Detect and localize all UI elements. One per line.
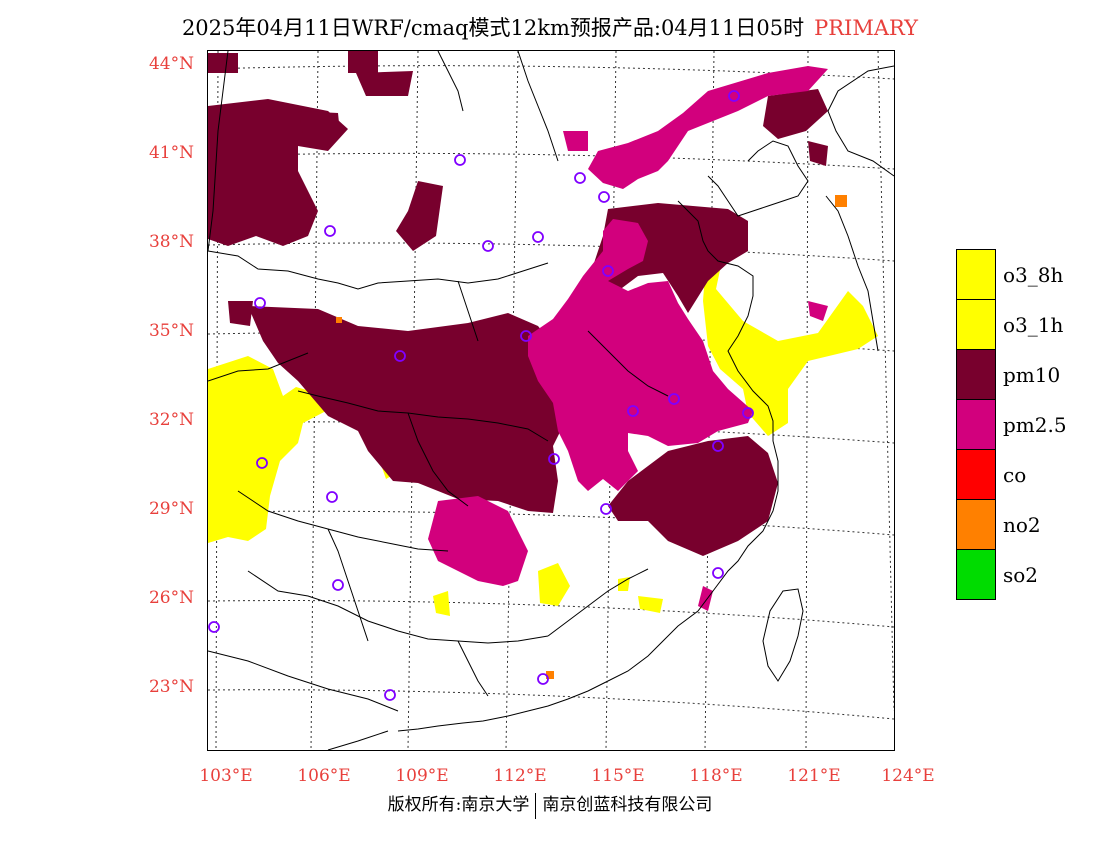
map-title: 2025年04月11日WRF/cmaq模式12km预报产品:04月11日05时 P… xyxy=(0,12,1100,42)
pollution-map xyxy=(208,51,894,750)
boundary-lines xyxy=(208,51,894,750)
primary-tag: PRIMARY xyxy=(814,16,919,40)
legend-label: o3_1h xyxy=(1003,313,1064,337)
lon-label-112e: 112°E xyxy=(493,766,547,786)
company-text: 南京创蓝科技有限公司 xyxy=(542,795,713,815)
legend-label: pm10 xyxy=(1003,363,1061,387)
pm10-area xyxy=(208,51,828,556)
lat-label-26n: 26°N xyxy=(148,588,194,608)
lat-label-29n: 29°N xyxy=(148,499,194,519)
pm25-area xyxy=(428,66,828,611)
lon-label-124e: 124°E xyxy=(881,766,935,786)
legend-label: so2 xyxy=(1003,563,1039,587)
title-text: 2025年04月11日WRF/cmaq模式12km预报产品:04月11日05时 xyxy=(181,16,805,40)
legend-swatch xyxy=(956,399,996,450)
no2-spots xyxy=(336,195,847,679)
lon-label-118e: 118°E xyxy=(689,766,743,786)
copyright-text: 版权所有:南京大学 xyxy=(387,795,530,815)
lon-label-115e: 115°E xyxy=(591,766,645,786)
legend-swatch xyxy=(956,449,996,500)
lon-label-106e: 106°E xyxy=(297,766,351,786)
legend-label: co xyxy=(1003,463,1027,487)
lon-label-109e: 109°E xyxy=(395,766,449,786)
map-panel xyxy=(207,50,895,751)
footer-divider xyxy=(535,792,537,819)
legend-label: o3_8h xyxy=(1003,263,1064,287)
legend-swatch xyxy=(956,349,996,400)
legend-label: pm2.5 xyxy=(1003,413,1067,437)
lat-label-41n: 41°N xyxy=(148,143,194,163)
copyright-footer: 版权所有:南京大学 南京创蓝科技有限公司 xyxy=(0,790,1100,819)
legend-swatch xyxy=(956,249,996,300)
lat-label-44n: 44°N xyxy=(148,54,194,74)
station-markers xyxy=(208,90,754,701)
legend-swatch xyxy=(956,299,996,350)
legend-swatch xyxy=(956,499,996,550)
lon-label-103e: 103°E xyxy=(199,766,253,786)
lat-label-23n: 23°N xyxy=(148,677,194,697)
lat-label-38n: 38°N xyxy=(148,232,194,252)
lat-label-35n: 35°N xyxy=(148,321,194,341)
legend-label: no2 xyxy=(1003,513,1041,537)
lat-label-32n: 32°N xyxy=(148,410,194,430)
legend-swatch xyxy=(956,549,996,600)
lon-label-121e: 121°E xyxy=(787,766,841,786)
